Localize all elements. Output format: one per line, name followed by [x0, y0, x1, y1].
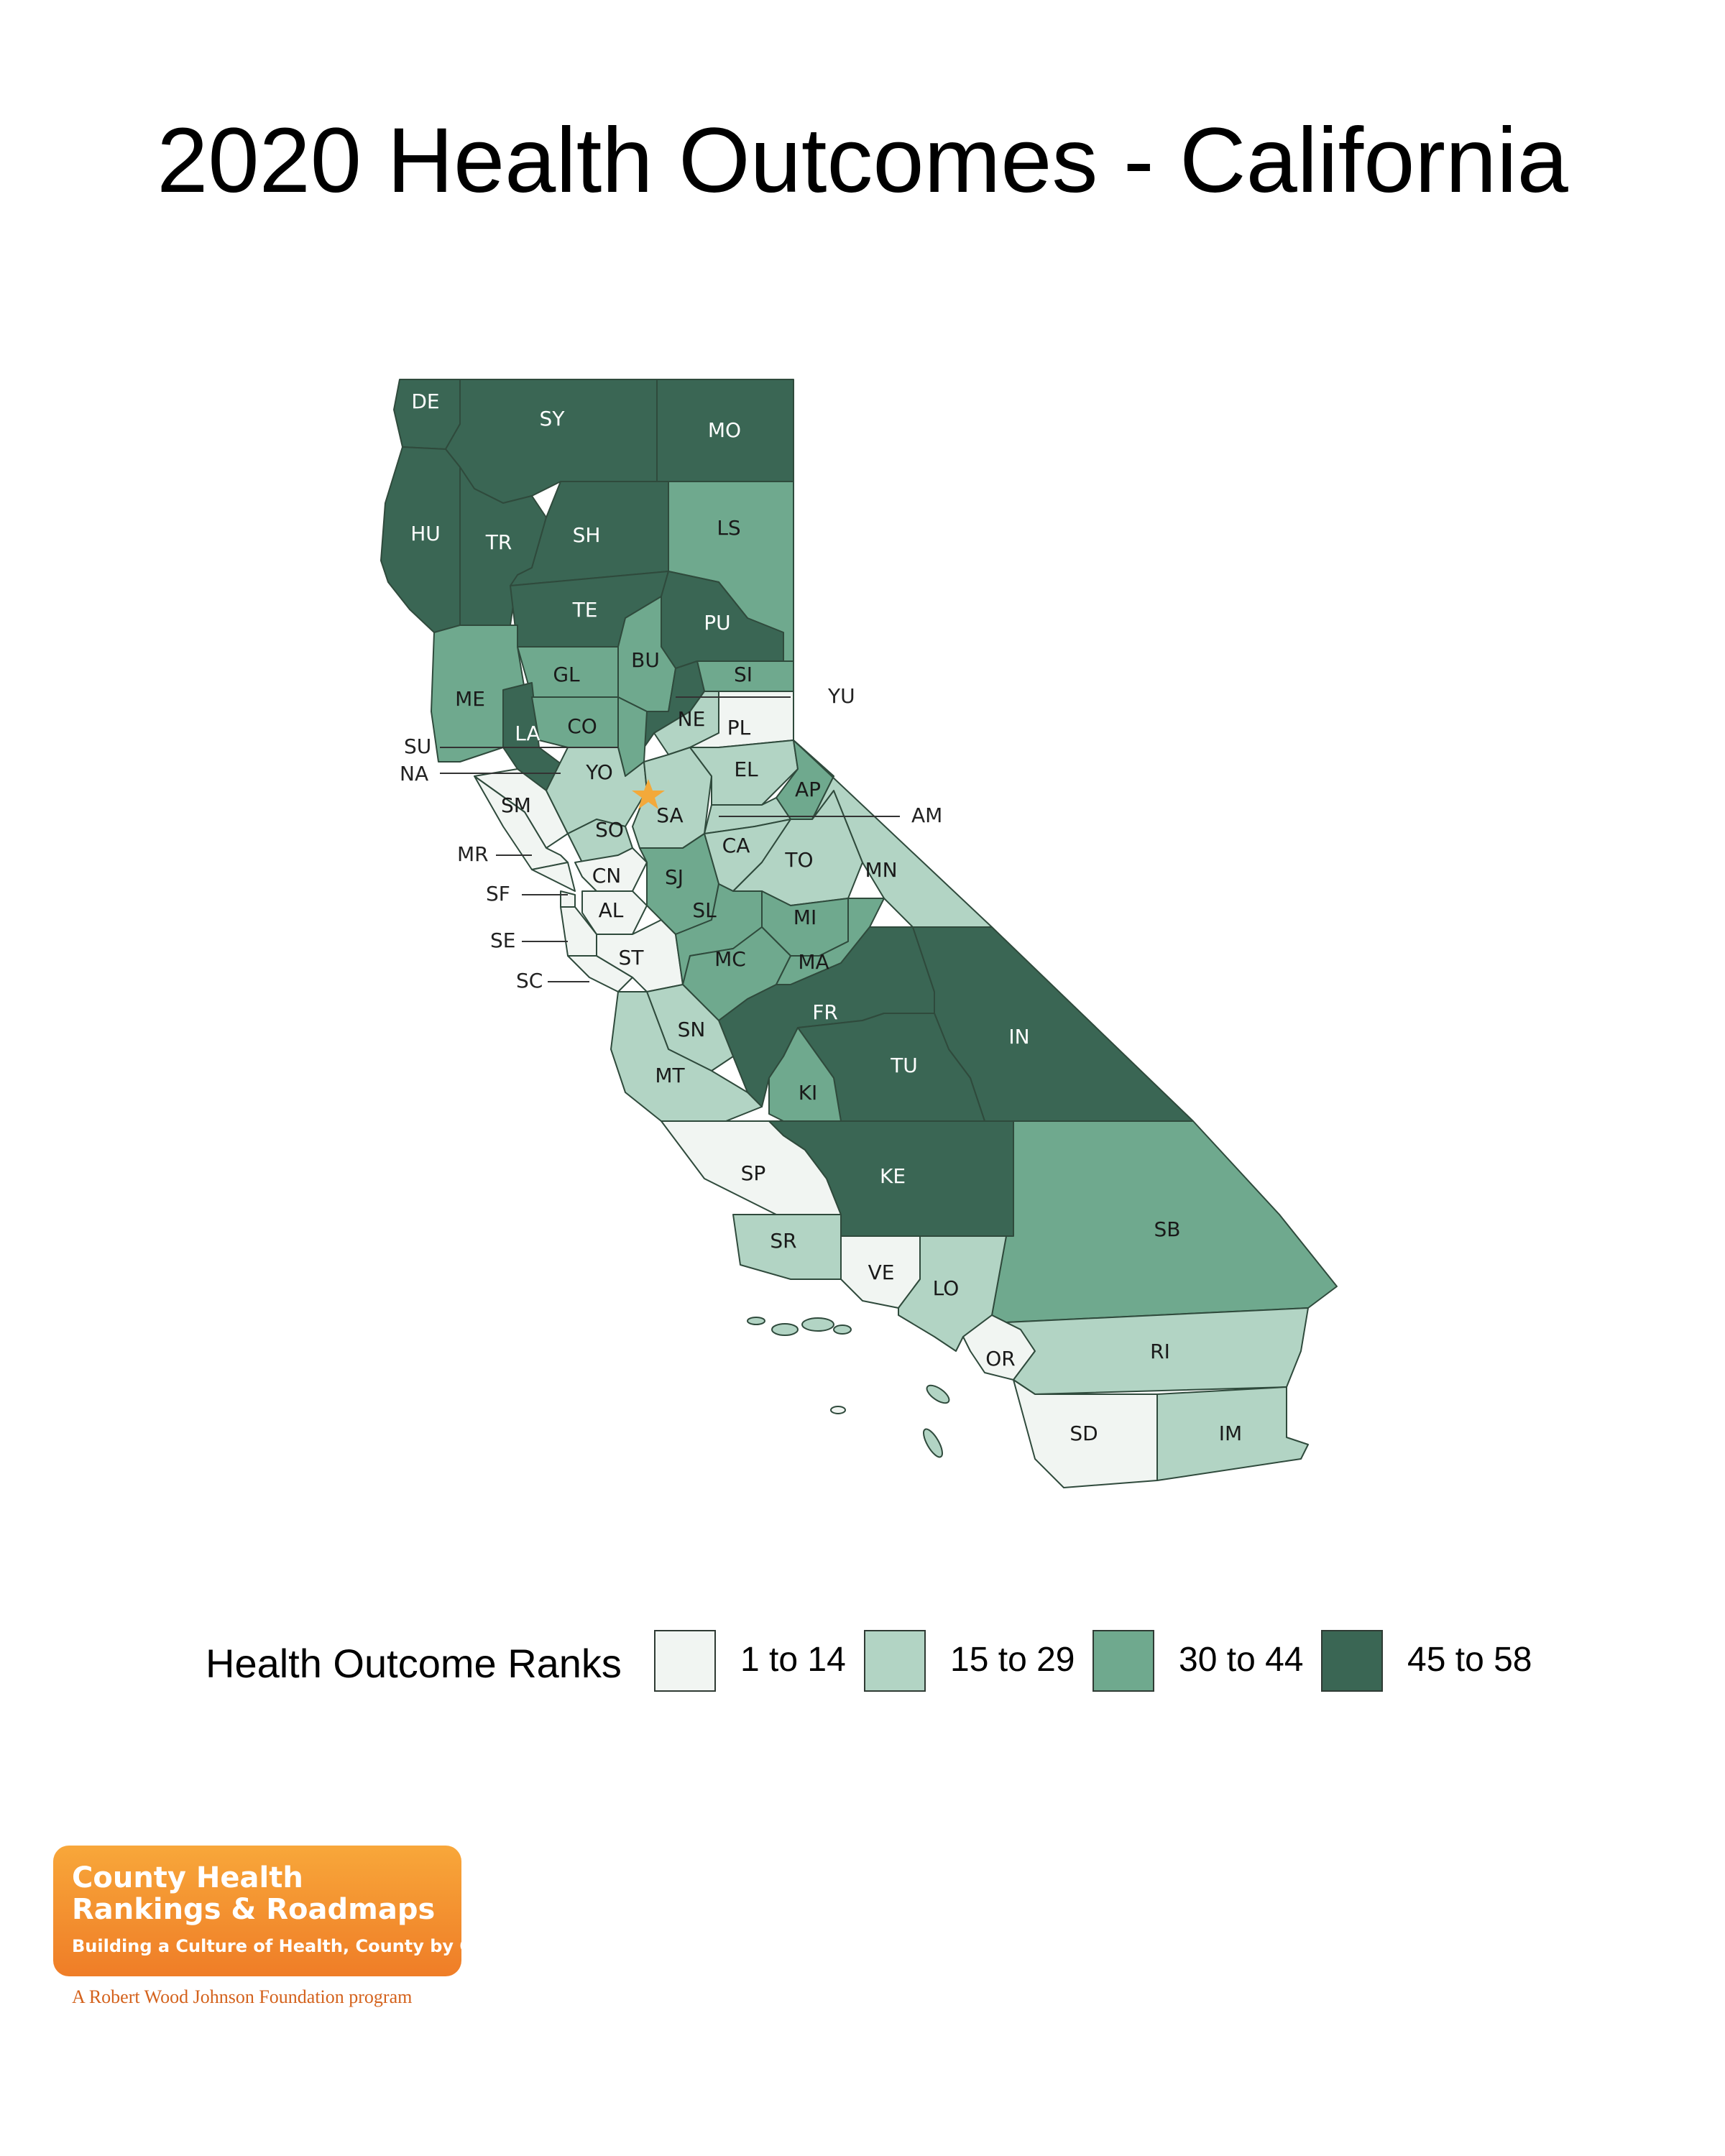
- logo-line1: County Health: [72, 1861, 303, 1894]
- county-label-YU: YU: [827, 684, 855, 708]
- county-label-SC: SC: [516, 969, 543, 992]
- county-label-MR: MR: [457, 842, 489, 866]
- county-label-VE: VE: [868, 1261, 895, 1284]
- county-label-ST: ST: [619, 946, 645, 969]
- legend-title: Health Outcome Ranks: [206, 1641, 622, 1686]
- county-health-rankings-logo[interactable]: County Health Rankings & Roadmaps Buildi…: [53, 1846, 528, 1976]
- logo-subtitle: A Robert Wood Johnson Foundation program: [72, 1986, 413, 2007]
- county-label-HU: HU: [410, 522, 441, 545]
- legend-swatch-3: [1092, 1630, 1154, 1692]
- county-label-MT: MT: [655, 1064, 685, 1087]
- county-label-SR: SR: [770, 1229, 796, 1253]
- county-label-TR: TR: [485, 530, 512, 554]
- county-label-SJ: SJ: [665, 865, 684, 889]
- county-label-YO: YO: [585, 760, 613, 784]
- county-SF[interactable]: [560, 890, 576, 908]
- county-label-MC: MC: [714, 947, 746, 971]
- county-label-SM: SM: [501, 793, 531, 817]
- county-label-MO: MO: [708, 418, 741, 442]
- county-YO[interactable]: [546, 747, 648, 834]
- legend-swatch-4: [1321, 1630, 1383, 1692]
- legend: Health Outcome Ranks 1 to 14 15 to 29 30…: [206, 1630, 1542, 1695]
- county-label-SD: SD: [1070, 1422, 1098, 1445]
- county-label-NE: NE: [678, 707, 706, 731]
- county-LO[interactable]: [898, 1235, 1007, 1352]
- page-title: 2020 Health Outcomes - California: [157, 109, 1568, 212]
- county-label-SE: SE: [490, 929, 515, 952]
- county-label-AL: AL: [599, 898, 624, 922]
- county-label-SO: SO: [595, 818, 624, 842]
- county-label-PL: PL: [727, 716, 751, 740]
- county-label-AM: AM: [911, 803, 942, 827]
- county-label-ME: ME: [455, 687, 485, 711]
- county-CN[interactable]: [574, 847, 648, 892]
- county-label-SA: SA: [656, 803, 683, 827]
- county-label-OR: OR: [985, 1347, 1016, 1370]
- legend-label-4: 45 to 58: [1407, 1641, 1532, 1679]
- county-label-RI: RI: [1150, 1340, 1170, 1363]
- star-icon: [632, 779, 665, 809]
- county-SC[interactable]: [567, 955, 633, 992]
- legend-swatch-1: [654, 1630, 716, 1692]
- county-label-CO: CO: [567, 714, 597, 738]
- county-label-LA: LA: [515, 722, 540, 745]
- county-label-SF: SF: [486, 882, 510, 906]
- county-label-PU: PU: [704, 611, 730, 635]
- county-label-BU: BU: [631, 648, 660, 672]
- county-EL[interactable]: [689, 740, 799, 806]
- county-label-LO: LO: [933, 1276, 960, 1300]
- county-label-SY: SY: [540, 407, 566, 430]
- channel-islands: [747, 1317, 950, 1458]
- county-label-KE: KE: [880, 1164, 906, 1188]
- county-label-TE: TE: [572, 598, 598, 622]
- county-label-SL: SL: [692, 898, 717, 922]
- legend-swatch-2: [864, 1630, 926, 1692]
- county-label-DE: DE: [411, 390, 439, 413]
- county-label-IM: IM: [1219, 1422, 1242, 1445]
- county-label-SP: SP: [741, 1161, 766, 1185]
- county-label-IN: IN: [1008, 1025, 1029, 1049]
- county-IM[interactable]: [1156, 1386, 1309, 1481]
- county-label-TO: TO: [784, 848, 813, 872]
- county-HU[interactable]: [380, 446, 461, 633]
- county-label-MI: MI: [794, 906, 816, 929]
- county-SM[interactable]: [474, 775, 569, 870]
- logo-tagline: Building a Culture of Health, County by …: [72, 1936, 528, 1956]
- legend-label-1: 1 to 14: [740, 1641, 846, 1679]
- county-label-SI: SI: [734, 663, 753, 686]
- county-label-SN: SN: [678, 1018, 706, 1041]
- county-MR[interactable]: [531, 862, 576, 892]
- logo-line2: Rankings & Roadmaps: [72, 1893, 436, 1926]
- county-label-TU: TU: [890, 1054, 918, 1077]
- county-label-NA: NA: [400, 762, 428, 786]
- county-label-GL: GL: [553, 663, 580, 686]
- county-label-MA: MA: [798, 950, 829, 974]
- county-label-SU: SU: [404, 734, 431, 758]
- county-label-AP: AP: [795, 778, 821, 801]
- county-label-LS: LS: [717, 516, 740, 540]
- county-label-KI: KI: [799, 1081, 818, 1105]
- county-label-SH: SH: [573, 523, 601, 547]
- legend-label-3: 30 to 44: [1179, 1641, 1304, 1679]
- legend-label-2: 15 to 29: [950, 1641, 1075, 1679]
- county-label-CN: CN: [592, 864, 622, 888]
- county-label-FR: FR: [812, 1000, 838, 1024]
- california-county-map: DE SY MO HU TR SH LS TE PU ME GL BU SI YU LA CO SU NE PL NA…: [380, 379, 1338, 1488]
- county-label-EL: EL: [734, 757, 758, 781]
- county-SR[interactable]: [732, 1214, 842, 1280]
- county-label-CA: CA: [722, 834, 750, 857]
- county-MT[interactable]: [610, 991, 763, 1122]
- county-label-SB: SB: [1154, 1217, 1181, 1241]
- county-label-MN: MN: [865, 858, 897, 882]
